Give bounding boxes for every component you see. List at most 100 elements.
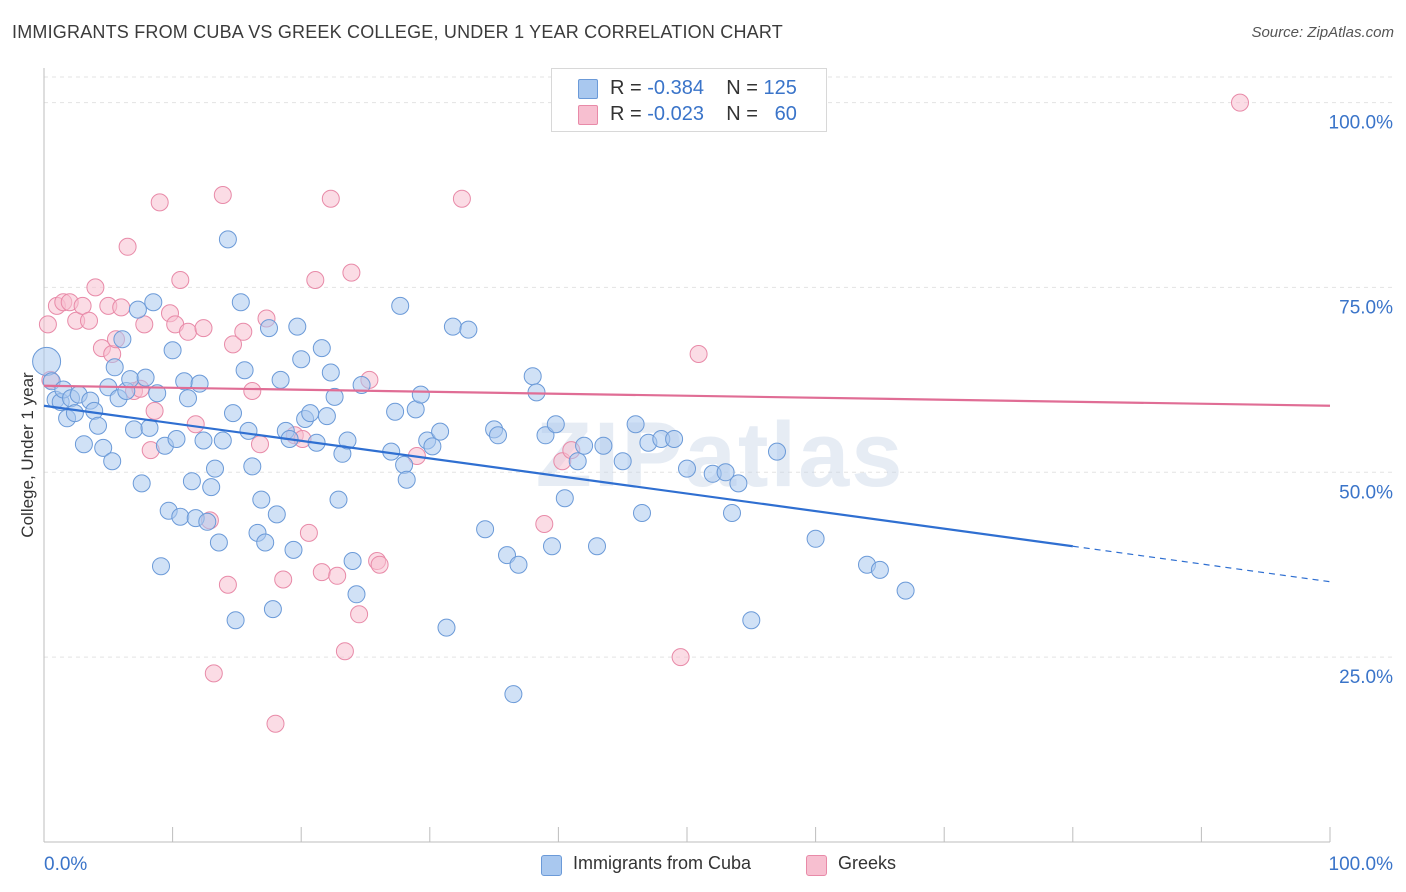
greeks-point xyxy=(266,714,285,733)
greeks-point xyxy=(179,322,197,341)
tick-labels: 25.0% 50.0% 75.0% 100.0% 0.0% 100.0% xyxy=(44,113,1393,875)
cuba-point xyxy=(476,520,495,539)
bottom-legend-swatch-greeks xyxy=(806,855,827,876)
legend-swatch-greeks xyxy=(578,105,598,125)
cuba-point xyxy=(806,529,825,548)
cuba-trend-line xyxy=(43,404,1073,548)
cuba-point xyxy=(167,430,186,448)
cuba-point xyxy=(321,363,340,382)
cuba-point xyxy=(594,436,613,455)
greeks-point xyxy=(145,401,164,420)
greeks-point xyxy=(86,278,105,297)
cuba-point xyxy=(343,552,362,570)
cuba-point xyxy=(443,317,462,336)
cuba-point xyxy=(218,230,237,249)
cuba-point xyxy=(352,376,371,394)
cuba-point xyxy=(113,330,132,349)
cuba-point xyxy=(194,431,213,450)
cuba-point xyxy=(239,421,258,440)
x-tick-label: 100.0% xyxy=(1329,854,1394,875)
cuba-point xyxy=(498,546,516,565)
cuba-point xyxy=(163,341,182,360)
bottom-legend-swatch-cuba xyxy=(541,855,562,876)
greeks-point xyxy=(234,322,253,341)
greeks-point xyxy=(299,523,318,542)
greeks-point xyxy=(321,189,340,208)
greeks-point xyxy=(150,193,169,212)
cuba-point xyxy=(423,437,442,456)
cuba-point xyxy=(613,452,632,471)
y-axis-title: College, Under 1 year xyxy=(18,372,37,538)
greeks-point xyxy=(194,319,213,338)
cuba-point xyxy=(723,504,741,522)
cuba-point xyxy=(896,581,915,600)
cuba-point xyxy=(588,537,606,556)
cuba-point xyxy=(202,478,221,497)
cuba-point xyxy=(665,430,684,448)
cuba-point xyxy=(431,422,450,441)
greeks-point xyxy=(171,271,190,289)
cuba-point xyxy=(132,474,151,493)
trend-lines xyxy=(43,384,1331,583)
cuba-point xyxy=(260,319,278,338)
bottom-legend-label-greeks: Greeks xyxy=(838,853,897,873)
cuba-point xyxy=(263,600,282,619)
greeks-point xyxy=(218,575,237,594)
cuba-point xyxy=(226,611,245,630)
cuba-point xyxy=(317,407,336,426)
cuba-point xyxy=(121,370,140,389)
cuba-point xyxy=(338,431,357,450)
chart-title: IMMIGRANTS FROM CUBA VS GREEK COLLEGE, U… xyxy=(12,22,783,42)
y-tick-label: 100.0% xyxy=(1329,113,1394,134)
cuba-point xyxy=(136,368,155,387)
greeks-point xyxy=(328,566,347,585)
y-tick-label: 50.0% xyxy=(1339,482,1393,503)
cuba-point xyxy=(633,504,651,522)
cuba-point xyxy=(716,463,735,482)
cuba-point xyxy=(152,557,170,576)
cuba-point xyxy=(235,361,254,380)
cuba-point xyxy=(144,293,163,312)
cuba-point xyxy=(509,555,528,574)
cuba-point xyxy=(179,389,197,408)
bottom-legend-label-cuba: Immigrants from Cuba xyxy=(573,853,752,873)
cuba-point xyxy=(128,300,147,319)
cuba-point xyxy=(575,436,594,455)
cuba-point xyxy=(870,560,889,579)
cuba-point xyxy=(198,512,217,531)
cuba-point xyxy=(206,459,224,478)
cuba-point xyxy=(312,339,331,358)
greeks-point xyxy=(306,271,325,289)
cuba-point xyxy=(729,474,748,493)
greeks-point xyxy=(118,237,137,256)
cuba-point xyxy=(252,490,271,509)
cuba-point xyxy=(459,320,478,339)
cuba-point xyxy=(504,685,523,704)
cuba-point xyxy=(182,472,201,491)
cuba-point xyxy=(536,426,555,445)
cuba-point xyxy=(231,293,250,312)
legend-text-cuba: R = -0.384 N = 125 xyxy=(610,77,797,99)
greeks-point xyxy=(186,415,205,434)
cuba-point xyxy=(768,442,786,461)
greeks-point xyxy=(689,345,708,363)
cuba-point xyxy=(489,426,507,445)
cuba-point xyxy=(89,416,107,435)
cuba-point xyxy=(411,385,430,404)
cuba-point xyxy=(523,367,542,386)
greeks-point xyxy=(204,664,223,683)
cuba-point xyxy=(288,317,307,336)
cuba-point xyxy=(391,296,410,315)
cuba-points xyxy=(32,230,915,704)
cuba-point xyxy=(125,420,143,439)
greeks-point xyxy=(370,555,389,574)
greeks-point xyxy=(38,315,57,334)
greeks-point xyxy=(213,186,232,204)
greeks-point xyxy=(243,382,262,400)
legend-text-greeks: R = -0.023 N = 60 xyxy=(610,103,797,125)
cuba-point xyxy=(546,415,565,434)
cuba-point xyxy=(105,358,124,377)
cuba-point xyxy=(568,452,587,471)
cuba-point xyxy=(209,533,228,552)
